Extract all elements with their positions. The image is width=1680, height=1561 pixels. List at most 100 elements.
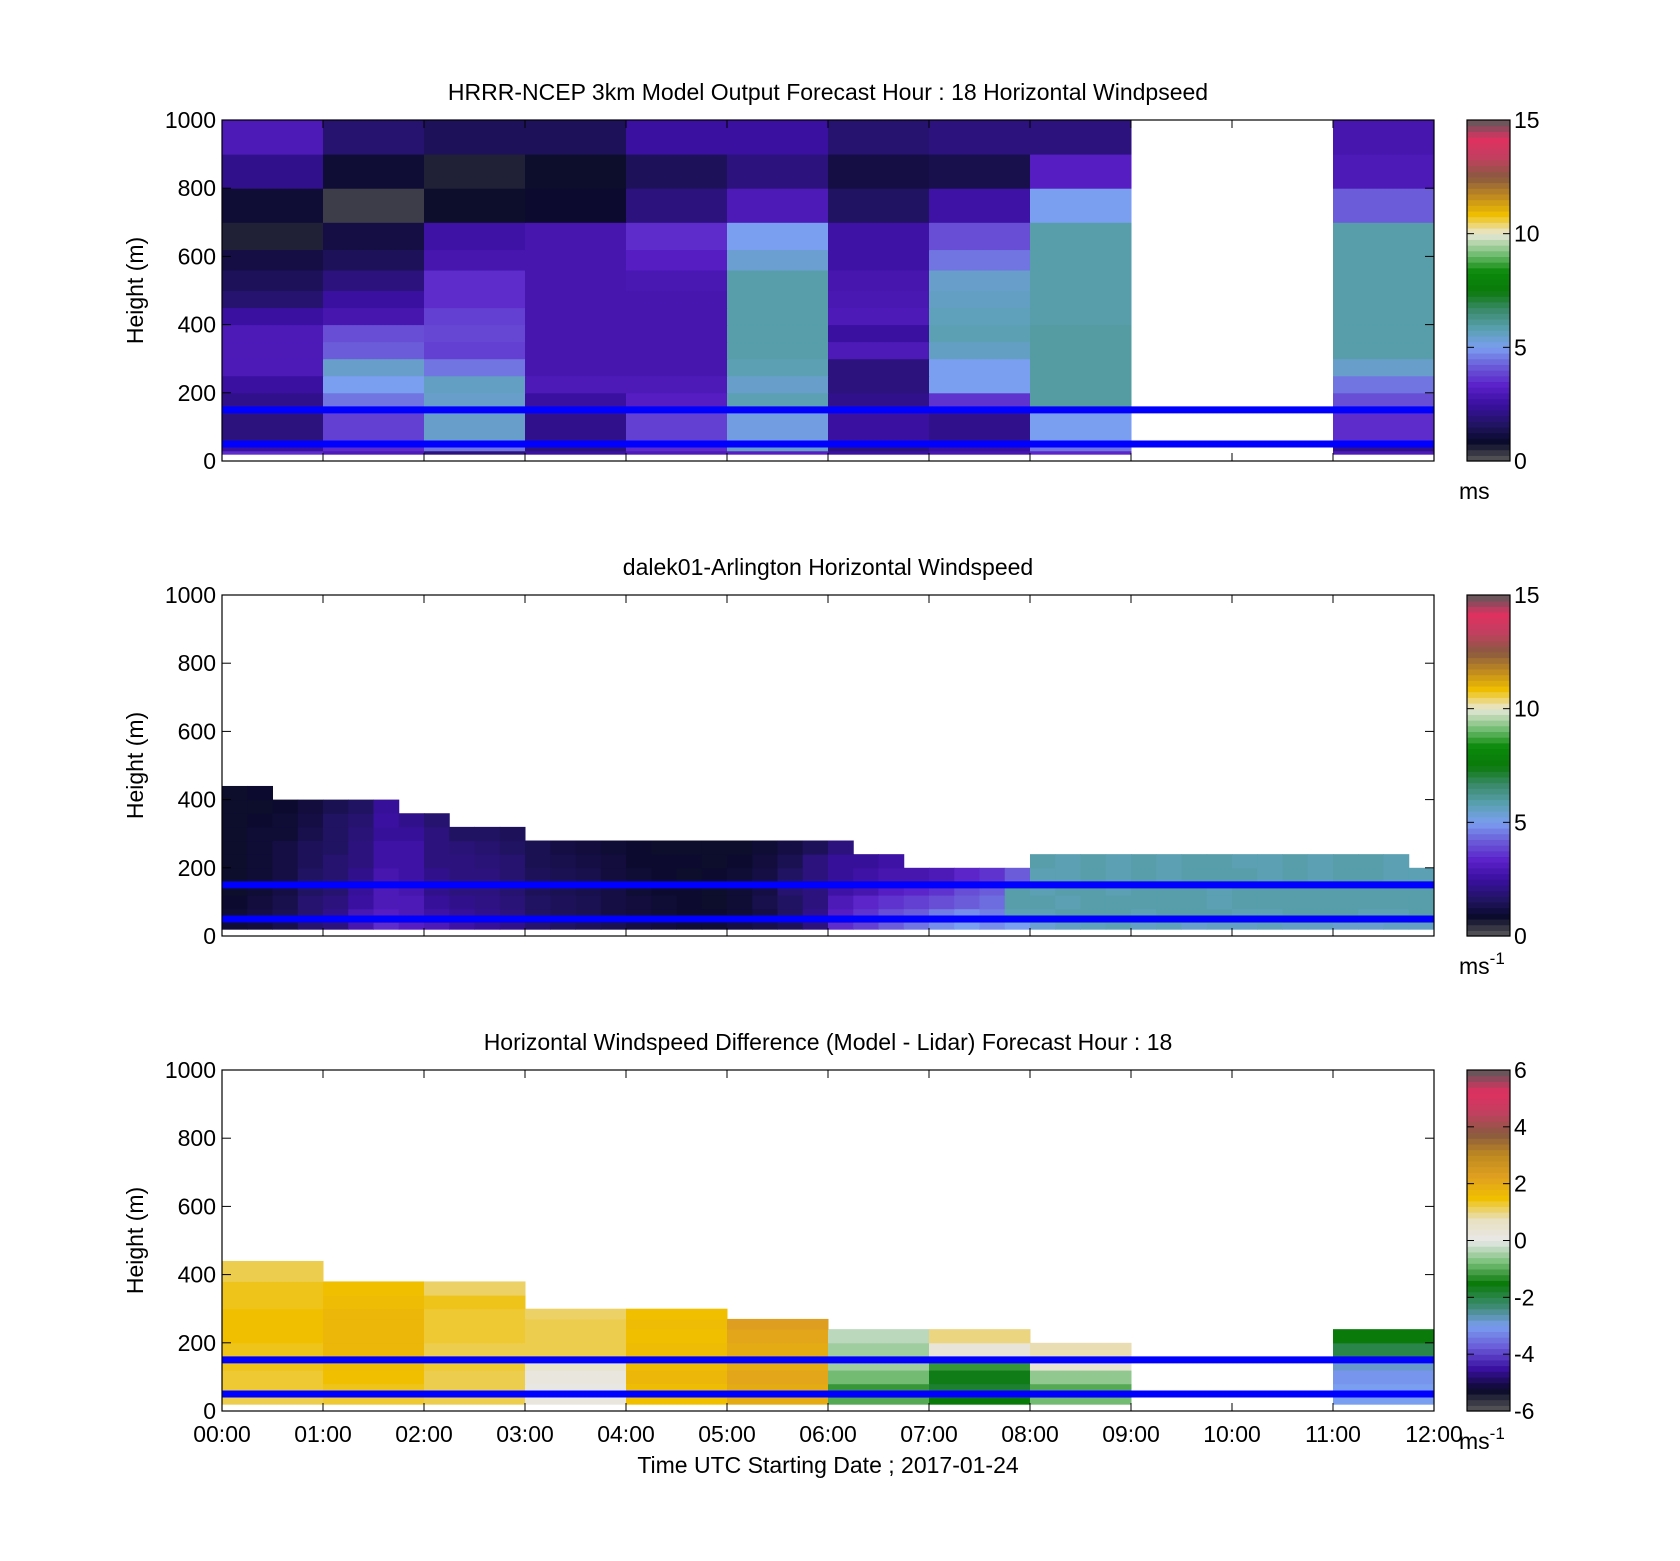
heatmap-cell [929, 867, 955, 882]
heatmap-cell [272, 867, 299, 882]
heatmap-cell [499, 840, 526, 855]
heatmap-cell [222, 1397, 324, 1405]
heatmap-cell [247, 867, 273, 882]
heatmap-cell [373, 922, 400, 930]
colorbar-swatch [1467, 341, 1510, 348]
heatmap-cell [424, 867, 450, 882]
y-tick-label: 200 [178, 1330, 216, 1356]
heatmap-cell [424, 1342, 526, 1357]
heatmap-cell [222, 1318, 324, 1330]
heatmap-cell [449, 895, 475, 910]
colorbar-swatch [1467, 623, 1510, 630]
colorbar-swatch [1467, 691, 1510, 698]
colorbar-swatch [1467, 862, 1510, 869]
heatmap-cell [323, 249, 425, 271]
heatmap-cell [1105, 854, 1132, 869]
colorbar-swatch [1467, 239, 1510, 246]
heatmap-cell [727, 1318, 829, 1330]
heatmap-cell [1383, 867, 1410, 882]
colorbar-swatch [1467, 1285, 1510, 1293]
heatmap-cell [727, 188, 829, 223]
colorbar-swatch [1467, 776, 1510, 784]
heatmap-cell [1156, 867, 1182, 882]
colorbar-unit-label: ms-1 [1459, 949, 1505, 979]
heatmap-cell [802, 922, 829, 930]
colorbar-swatch [1467, 1177, 1510, 1185]
heatmap-cell [727, 307, 829, 326]
heatmap-cell [323, 1342, 425, 1357]
colorbar-swatch [1467, 901, 1510, 909]
colorbar-swatch [1467, 335, 1510, 343]
y-axis-label: Height (m) [122, 712, 148, 819]
heatmap-cell [398, 895, 425, 910]
heatmap-cell [525, 358, 627, 377]
colorbar-swatch [1467, 1371, 1510, 1378]
heatmap-cell [1030, 854, 1056, 869]
heatmap-cell [1030, 154, 1132, 189]
colorbar-swatch [1467, 754, 1510, 761]
heatmap-cell [1358, 895, 1384, 910]
heatmap-cell [297, 854, 324, 869]
heatmap-cell [903, 867, 930, 882]
heatmap-cell [929, 409, 1031, 442]
heatmap-cell [1257, 867, 1283, 882]
heatmap-cell [929, 341, 1031, 360]
heatmap-cell [499, 854, 526, 869]
colorbar-swatch [1467, 668, 1510, 676]
heatmap-cell [1307, 922, 1334, 930]
colorbar-swatch [1467, 307, 1510, 314]
heatmap-cell [626, 120, 728, 155]
heatmap-cell [424, 120, 526, 155]
colorbar-swatch [1467, 301, 1510, 309]
colorbar-swatch [1467, 222, 1510, 229]
heatmap-cell [398, 826, 425, 842]
heatmap-cell [424, 358, 526, 377]
heatmap-cell [348, 826, 374, 842]
heatmap-cell [1206, 895, 1233, 910]
heatmap-cell [525, 392, 627, 411]
colorbar-swatch [1467, 159, 1510, 167]
colorbar-swatch [1467, 404, 1510, 411]
heatmap-cell [828, 290, 930, 309]
heatmap-cell [297, 867, 324, 882]
colorbar-swatch [1467, 1331, 1510, 1338]
colorbar-swatch [1467, 284, 1510, 292]
heatmap-cell [929, 1329, 1031, 1344]
y-tick-label: 400 [178, 312, 216, 338]
heatmap-cell [272, 840, 299, 855]
colorbar-swatch [1467, 148, 1510, 155]
heatmap-cell [525, 270, 627, 291]
heatmap-cell [1333, 1342, 1435, 1357]
colorbar-swatch [1467, 879, 1510, 886]
heatmap-cell [272, 813, 299, 828]
colorbar-swatch [1467, 353, 1510, 360]
heatmap-cell [398, 922, 425, 930]
heatmap-cell [1333, 120, 1435, 155]
colorbar-swatch [1467, 731, 1510, 738]
heatmap-cell [297, 895, 324, 910]
colorbar-swatch [1467, 438, 1510, 445]
heatmap-cell [727, 341, 829, 360]
heatmap-cell [272, 826, 299, 842]
colorbar-swatch [1467, 182, 1510, 189]
heatmap-cell [222, 290, 324, 309]
heatmap-cell [222, 450, 324, 455]
heatmap-cell [1030, 120, 1132, 155]
heatmap-cell [752, 867, 778, 882]
colorbar-swatch [1467, 1405, 1510, 1412]
colorbar-swatch [1467, 392, 1510, 400]
heatmap-cell [626, 840, 652, 855]
heatmap-cell [1333, 324, 1435, 343]
colorbar-swatch [1467, 1223, 1510, 1230]
colorbar-swatch [1467, 398, 1510, 405]
chart-panel-2: 0 200 400 600 800 1000 dalek01-Arlington Horiz… [122, 554, 1540, 979]
colorbar-swatch [1467, 737, 1510, 744]
heatmap-cell [323, 854, 349, 869]
y-tick-label: 1000 [165, 1057, 216, 1083]
heatmap-cell [878, 895, 905, 910]
heatmap-cell [424, 392, 526, 411]
heatmap-cell [247, 854, 273, 869]
heatmap-cells [222, 1260, 1435, 1405]
y-tick-label: 600 [178, 1193, 216, 1219]
heatmap-cell [626, 1318, 728, 1330]
